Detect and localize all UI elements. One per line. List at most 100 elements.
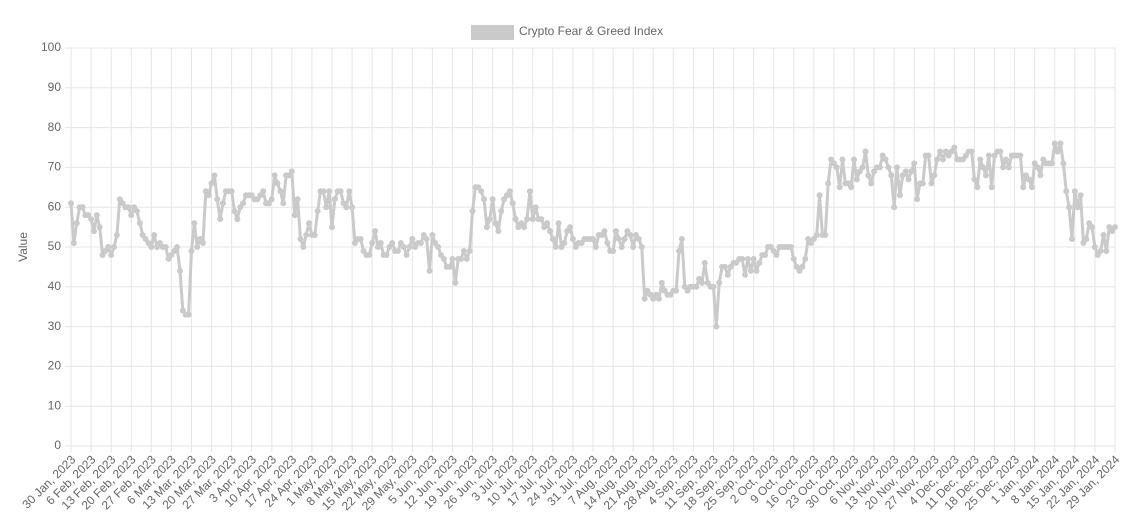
data-point bbox=[762, 251, 769, 258]
data-point bbox=[194, 244, 201, 250]
data-point bbox=[303, 232, 310, 239]
data-point bbox=[88, 216, 95, 223]
data-point bbox=[1037, 172, 1044, 179]
data-point bbox=[988, 184, 995, 191]
data-point bbox=[931, 172, 938, 179]
data-point bbox=[271, 172, 278, 179]
data-point bbox=[68, 200, 74, 207]
data-point bbox=[638, 244, 645, 250]
y-tick-label: 20 bbox=[48, 359, 62, 373]
data-point bbox=[343, 204, 350, 211]
data-point bbox=[174, 244, 181, 250]
data-point bbox=[105, 244, 112, 250]
data-point bbox=[888, 172, 895, 179]
data-point bbox=[214, 196, 221, 203]
data-point bbox=[882, 156, 889, 163]
data-point bbox=[1054, 148, 1061, 155]
data-point bbox=[721, 263, 728, 270]
data-point bbox=[615, 236, 622, 243]
data-point bbox=[701, 259, 708, 266]
data-point bbox=[326, 188, 333, 195]
data-point bbox=[426, 267, 433, 274]
data-point bbox=[136, 220, 143, 227]
data-point bbox=[70, 240, 77, 247]
data-point bbox=[1077, 192, 1084, 199]
data-point bbox=[985, 152, 992, 159]
data-point bbox=[417, 240, 424, 247]
data-point bbox=[423, 236, 430, 243]
data-point bbox=[331, 196, 338, 203]
data-point bbox=[498, 208, 505, 215]
data-point bbox=[274, 180, 281, 187]
data-point bbox=[635, 236, 642, 243]
data-point bbox=[349, 204, 356, 211]
y-tick-label: 90 bbox=[48, 80, 62, 94]
data-point bbox=[409, 236, 416, 243]
data-point bbox=[604, 240, 611, 247]
data-point bbox=[968, 148, 975, 155]
data-point bbox=[205, 192, 212, 199]
data-point bbox=[710, 283, 717, 290]
y-tick-label: 60 bbox=[48, 199, 62, 213]
data-point bbox=[300, 244, 307, 250]
data-point bbox=[311, 232, 318, 239]
data-point bbox=[357, 236, 364, 243]
data-point bbox=[592, 244, 599, 250]
data-point bbox=[1005, 164, 1012, 171]
data-point bbox=[630, 244, 637, 250]
data-point bbox=[610, 247, 617, 254]
data-point bbox=[693, 283, 700, 290]
data-point bbox=[440, 255, 447, 262]
data-point bbox=[980, 164, 987, 171]
data-point bbox=[894, 164, 901, 171]
data-point bbox=[742, 271, 749, 278]
data-point bbox=[1071, 188, 1078, 195]
data-point bbox=[561, 240, 568, 247]
data-point bbox=[113, 232, 120, 239]
data-point bbox=[449, 255, 456, 262]
data-point bbox=[678, 236, 685, 243]
data-point bbox=[492, 220, 499, 227]
data-point bbox=[394, 247, 401, 254]
data-point bbox=[833, 164, 840, 171]
data-point bbox=[658, 279, 665, 286]
data-point bbox=[1017, 152, 1024, 159]
data-point bbox=[1091, 244, 1098, 250]
y-tick-label: 10 bbox=[48, 398, 62, 412]
data-point bbox=[366, 251, 373, 258]
data-point bbox=[839, 156, 846, 163]
data-point bbox=[234, 216, 241, 223]
data-point bbox=[925, 152, 932, 159]
data-point bbox=[905, 176, 912, 183]
data-point bbox=[460, 247, 467, 254]
data-point bbox=[125, 204, 132, 211]
data-point bbox=[618, 244, 625, 250]
data-point bbox=[369, 240, 376, 247]
data-point bbox=[862, 148, 869, 155]
data-point bbox=[406, 244, 413, 250]
data-point bbox=[538, 216, 545, 223]
data-point bbox=[240, 200, 247, 207]
data-point bbox=[469, 208, 476, 215]
data-point bbox=[400, 244, 407, 250]
data-point bbox=[544, 220, 551, 227]
y-axis-title: Value bbox=[16, 232, 30, 262]
data-point bbox=[627, 232, 634, 239]
data-point bbox=[483, 224, 490, 231]
data-point bbox=[549, 236, 556, 243]
data-point bbox=[486, 216, 493, 223]
data-point bbox=[1028, 184, 1035, 191]
y-tick-label: 70 bbox=[48, 160, 62, 174]
data-point bbox=[744, 255, 751, 262]
data-point bbox=[799, 263, 806, 270]
data-point bbox=[208, 180, 215, 187]
data-point bbox=[377, 240, 384, 247]
data-point bbox=[676, 247, 683, 254]
data-point bbox=[919, 180, 926, 187]
data-point bbox=[1083, 236, 1090, 243]
data-point bbox=[1057, 140, 1064, 147]
data-point bbox=[868, 180, 875, 187]
data-point bbox=[1074, 204, 1081, 211]
